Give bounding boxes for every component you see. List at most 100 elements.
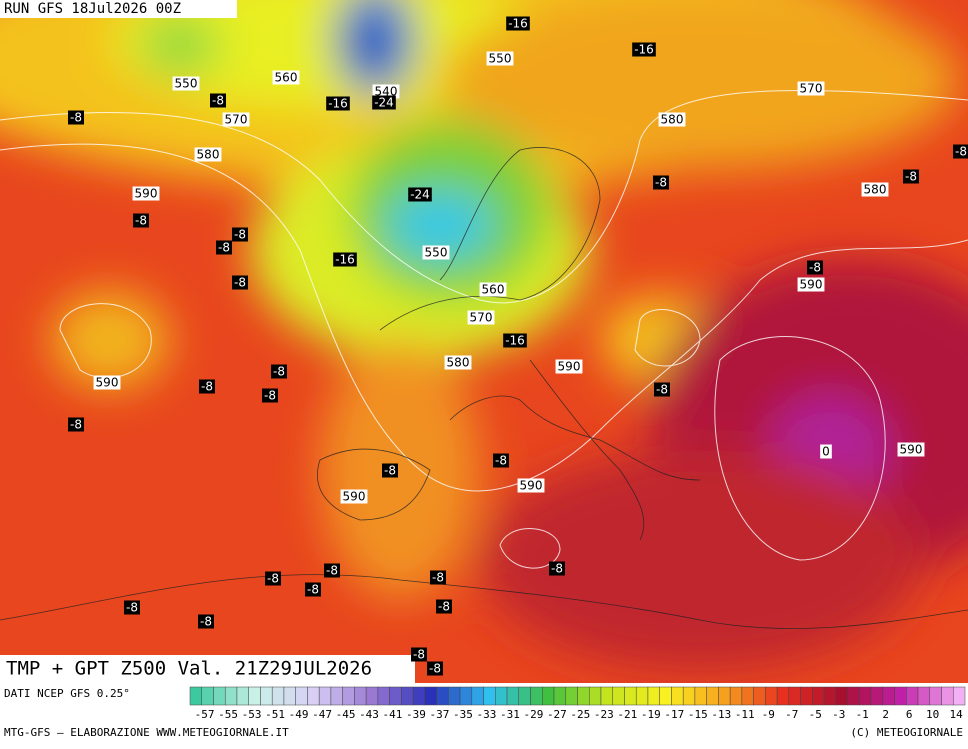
scale-label: -23 <box>594 708 614 721</box>
scale-label: -51 <box>265 708 285 721</box>
label-box <box>124 600 140 615</box>
contour-label: 590 <box>96 376 119 390</box>
swatch <box>624 686 637 706</box>
swatch <box>318 686 332 706</box>
contour-label: 590 <box>135 187 158 201</box>
label-box <box>194 147 222 162</box>
label-box <box>408 187 432 202</box>
contour-label: -8 <box>234 228 246 242</box>
label-box <box>486 51 514 66</box>
label-box <box>503 333 527 348</box>
label-box <box>479 282 507 297</box>
label-box <box>467 310 495 325</box>
label-box <box>436 599 452 614</box>
scale-label: -15 <box>688 708 708 721</box>
color-scale: -57 -55 -53 -51 -49 -47 -45 -43 -41 -39 -37 -35 -33-… <box>189 686 966 721</box>
contour-label: -8 <box>809 261 821 275</box>
contour-label: -8 <box>267 572 279 586</box>
contour-label: -16 <box>508 17 528 31</box>
contour-label: -8 <box>212 94 224 108</box>
contour-label: 540 <box>375 85 398 99</box>
contour-label: 550 <box>175 77 198 91</box>
label-box <box>422 245 450 260</box>
swatch <box>553 686 567 706</box>
label-box <box>658 112 686 127</box>
swatch <box>483 686 496 706</box>
contour-label: -8 <box>135 214 147 228</box>
contour-label: -8 <box>126 601 138 615</box>
contour-label: -16 <box>328 97 348 111</box>
scale-label: -53 <box>242 708 262 721</box>
contour-label: 570 <box>470 311 493 325</box>
swatch <box>271 686 285 706</box>
contour-label: -8 <box>70 111 82 125</box>
contour-label: 590 <box>800 278 823 292</box>
label-box <box>555 359 583 374</box>
scale-label: 14 <box>950 708 964 721</box>
swatch <box>248 686 261 706</box>
swatch <box>424 686 437 706</box>
swatch <box>354 686 367 706</box>
swatch <box>894 686 907 706</box>
scale-label: -49 <box>289 708 309 721</box>
label-box <box>517 478 545 493</box>
swatch <box>213 686 226 706</box>
contour-label: 590 <box>343 490 366 504</box>
contour-label: 570 <box>225 113 248 127</box>
map-title: TMP + GPT Z500 Val. 21Z29JUL2026 <box>6 658 372 680</box>
swatch <box>671 686 684 706</box>
label-box <box>232 275 248 290</box>
label-box <box>271 364 287 379</box>
label-box <box>265 571 281 586</box>
contour-label: -8 <box>326 564 338 578</box>
label-box <box>411 647 427 662</box>
swatch <box>506 686 520 706</box>
swatch <box>906 686 919 706</box>
contour-label: 590 <box>900 443 923 457</box>
scale-label: -7 <box>785 708 798 721</box>
label-box <box>232 227 248 242</box>
contour-label: 580 <box>864 183 887 197</box>
swatch <box>788 686 801 706</box>
scale-label: -1 <box>856 708 869 721</box>
swatch <box>201 686 214 706</box>
label-box <box>93 375 121 390</box>
label-box <box>326 96 350 111</box>
contour-label: -8 <box>551 562 563 576</box>
contour-label: 560 <box>482 283 505 297</box>
contour-label: -8 <box>429 662 441 676</box>
contour-label: -8 <box>273 365 285 379</box>
swatch <box>835 686 848 706</box>
swatch <box>929 686 942 706</box>
swatch <box>412 686 426 706</box>
swatch <box>635 686 649 706</box>
contour-label: -16 <box>634 43 654 57</box>
label-box <box>68 417 84 432</box>
contour-label: 550 <box>489 52 512 66</box>
swatch <box>823 686 837 706</box>
swatch <box>283 686 296 706</box>
scale-label: -3 <box>832 708 845 721</box>
label-box <box>333 252 357 267</box>
swatch <box>753 686 766 706</box>
label-box <box>903 169 919 184</box>
scale-label: -39 <box>406 708 426 721</box>
swatch <box>953 686 966 706</box>
swatch <box>718 686 731 706</box>
swatch <box>659 686 672 706</box>
contour-label: -8 <box>656 383 668 397</box>
label-box <box>797 81 825 96</box>
contour-label: 590 <box>520 479 543 493</box>
contour-label: 0 <box>822 445 830 459</box>
swatch <box>295 686 308 706</box>
contour-label: 560 <box>275 71 298 85</box>
swatch <box>448 686 461 706</box>
contour-label: -16 <box>335 253 355 267</box>
scale-label: 10 <box>926 708 939 721</box>
swatch <box>436 686 449 706</box>
swatch <box>765 686 778 706</box>
map <box>0 0 968 683</box>
scale-label: -31 <box>500 708 520 721</box>
source: DATI NCEP GFS 0.25° <box>4 687 130 700</box>
swatch <box>330 686 343 706</box>
